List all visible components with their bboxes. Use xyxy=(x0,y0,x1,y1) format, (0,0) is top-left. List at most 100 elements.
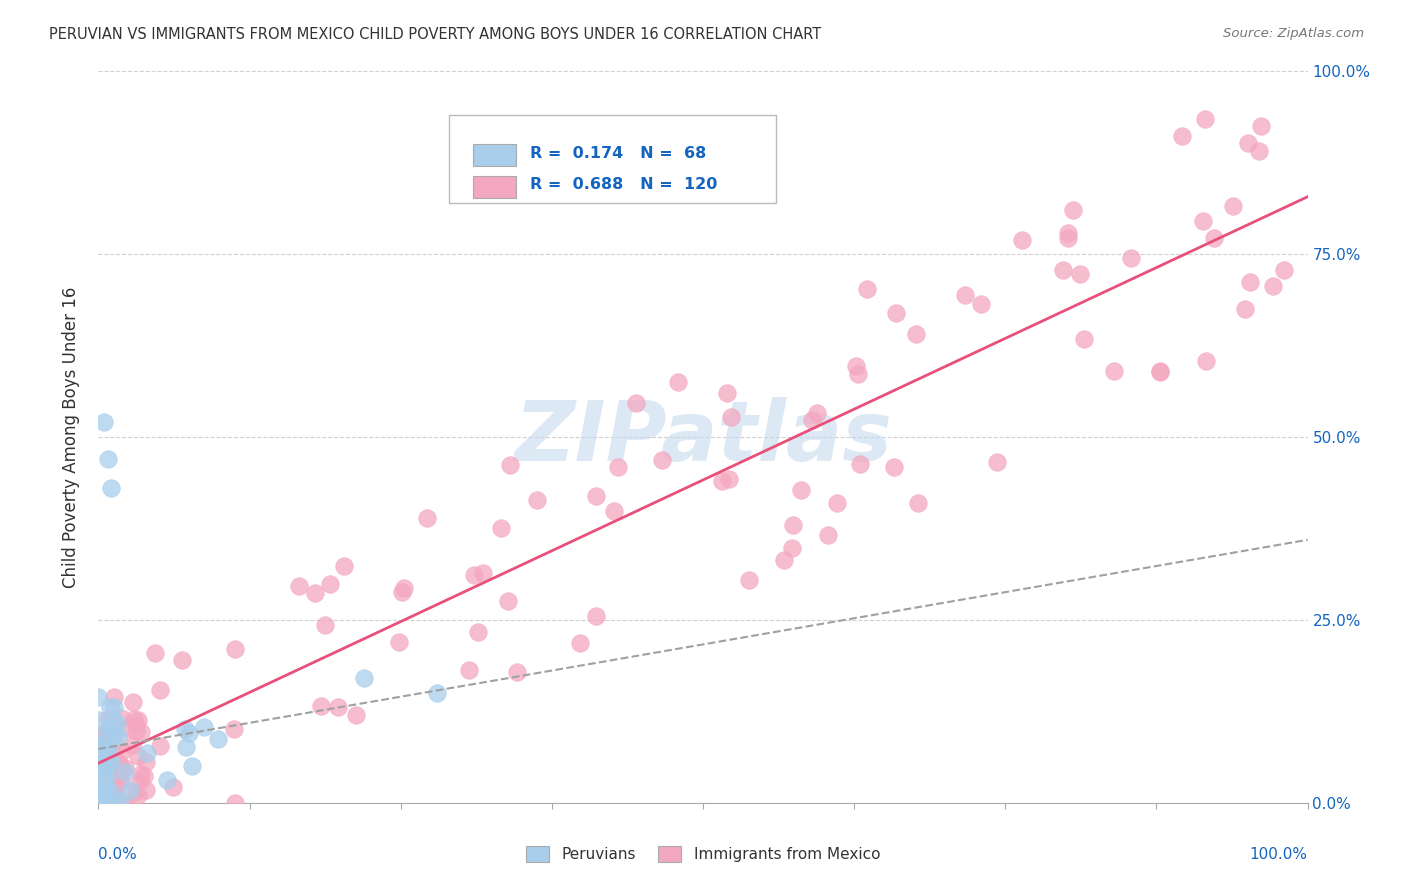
Point xyxy=(585,489,607,503)
Point xyxy=(467,625,489,640)
FancyBboxPatch shape xyxy=(474,176,516,197)
Point xyxy=(1233,302,1256,317)
Point xyxy=(848,457,870,471)
Point xyxy=(801,413,824,427)
Point xyxy=(114,764,136,779)
Point xyxy=(124,785,146,799)
Point xyxy=(333,559,356,574)
Point xyxy=(817,528,839,542)
Point xyxy=(91,778,114,792)
Point xyxy=(97,712,120,726)
Point xyxy=(127,789,149,803)
Point xyxy=(89,757,111,772)
Point xyxy=(108,758,131,772)
Text: Source: ZipAtlas.com: Source: ZipAtlas.com xyxy=(1223,27,1364,40)
Point xyxy=(955,288,977,302)
Point xyxy=(127,714,149,728)
Y-axis label: Child Poverty Among Boys Under 16: Child Poverty Among Boys Under 16 xyxy=(62,286,80,588)
FancyBboxPatch shape xyxy=(449,115,776,203)
Point xyxy=(97,452,120,467)
Point xyxy=(318,577,340,591)
Point xyxy=(90,743,112,757)
Point xyxy=(136,746,159,760)
Point xyxy=(93,770,115,784)
Point xyxy=(716,386,738,401)
Point xyxy=(391,585,413,599)
Point xyxy=(118,782,141,797)
Point xyxy=(907,495,929,509)
Point xyxy=(105,716,128,731)
Point xyxy=(463,568,485,582)
Point xyxy=(884,306,907,320)
Point xyxy=(1171,129,1194,144)
Point xyxy=(110,711,132,725)
Point xyxy=(93,739,115,754)
Point xyxy=(782,518,804,533)
Point xyxy=(89,788,111,802)
Point xyxy=(135,755,157,769)
Point xyxy=(107,767,129,781)
Point xyxy=(1272,263,1295,277)
Point xyxy=(98,699,121,714)
FancyBboxPatch shape xyxy=(474,145,516,166)
Point xyxy=(101,724,124,739)
Point xyxy=(149,739,172,753)
Point xyxy=(1069,267,1091,281)
Point xyxy=(624,395,647,409)
Point xyxy=(103,690,125,705)
Point xyxy=(825,496,848,510)
Point xyxy=(149,683,172,698)
Point xyxy=(108,795,131,809)
Point xyxy=(1239,275,1261,289)
Point xyxy=(87,763,110,777)
Point xyxy=(773,552,796,566)
Point xyxy=(121,694,143,708)
Point xyxy=(91,792,114,806)
Point xyxy=(288,579,311,593)
Point xyxy=(89,747,111,761)
Point xyxy=(93,787,115,801)
Point xyxy=(143,646,166,660)
Point xyxy=(87,690,110,704)
Point xyxy=(498,458,520,472)
Point xyxy=(170,653,193,667)
Point xyxy=(569,636,592,650)
Text: R =  0.688   N =  120: R = 0.688 N = 120 xyxy=(530,178,717,193)
Point xyxy=(1222,199,1244,213)
Point xyxy=(426,686,449,700)
Point xyxy=(651,452,673,467)
Point xyxy=(103,731,125,745)
Point xyxy=(105,755,128,769)
Text: 100.0%: 100.0% xyxy=(1250,847,1308,862)
Point xyxy=(91,726,114,740)
Point xyxy=(717,473,740,487)
Point xyxy=(89,744,111,758)
Point xyxy=(224,722,246,736)
Point xyxy=(129,773,152,788)
Point xyxy=(1237,136,1260,150)
Point xyxy=(89,772,111,787)
Point xyxy=(115,721,138,735)
Point xyxy=(1149,365,1171,379)
Point xyxy=(98,784,121,798)
Point xyxy=(107,729,129,743)
Point xyxy=(100,755,122,769)
Point xyxy=(458,663,481,677)
Point xyxy=(91,741,114,756)
Point xyxy=(496,594,519,608)
Point xyxy=(103,700,125,714)
Point xyxy=(105,789,128,803)
Point xyxy=(122,712,145,726)
Point xyxy=(314,618,336,632)
Point xyxy=(607,459,630,474)
Point xyxy=(91,760,114,774)
Point xyxy=(328,699,350,714)
Point xyxy=(388,635,411,649)
Point xyxy=(489,521,512,535)
Point xyxy=(585,609,607,624)
Text: R =  0.174   N =  68: R = 0.174 N = 68 xyxy=(530,145,706,161)
Point xyxy=(1204,231,1226,245)
Point xyxy=(710,474,733,488)
Point xyxy=(93,756,115,771)
Point xyxy=(1249,145,1271,159)
